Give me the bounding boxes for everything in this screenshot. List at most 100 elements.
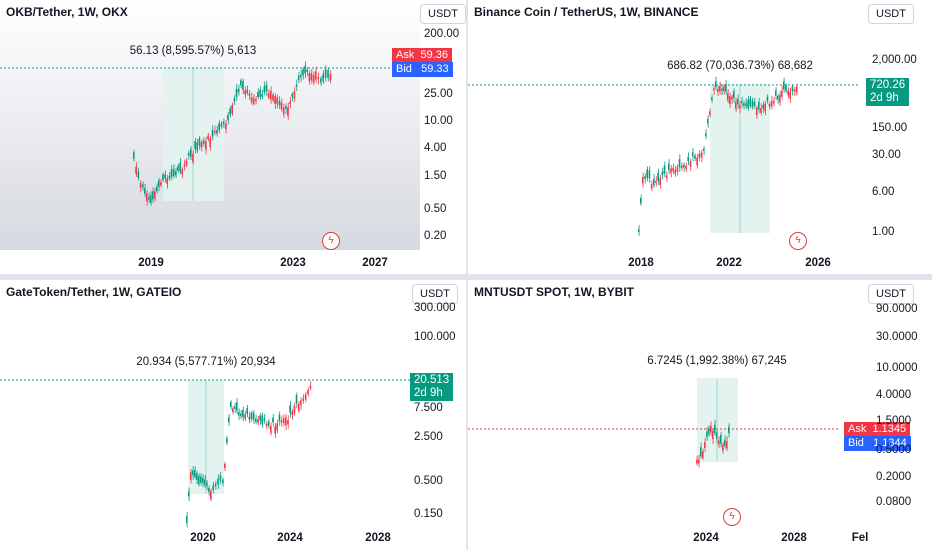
candle <box>781 90 783 97</box>
okb-x-label: 2019 <box>138 257 164 269</box>
okb-currency-button[interactable]: USDT <box>420 4 466 24</box>
candle <box>302 398 304 401</box>
candle <box>252 97 255 104</box>
candle <box>722 444 724 451</box>
mnt-chart-title: MNTUSDT SPOT, 1W, BYBIT <box>474 285 635 299</box>
candle <box>267 93 270 98</box>
gt-currency-button[interactable]: USDT <box>412 284 458 304</box>
lightning-icon[interactable]: ϟ <box>322 232 340 250</box>
candle <box>715 81 717 87</box>
candle <box>208 487 210 492</box>
candle <box>194 470 196 478</box>
candle <box>309 385 312 389</box>
candle <box>244 414 246 419</box>
candle <box>200 476 202 483</box>
candle <box>293 91 296 99</box>
candle <box>196 142 198 151</box>
candle <box>785 85 787 92</box>
mnt-chart-canvas[interactable] <box>468 280 932 550</box>
candle <box>282 418 285 423</box>
pane-divider-horizontal[interactable] <box>0 274 932 280</box>
candle <box>257 92 259 97</box>
candle <box>278 414 281 421</box>
candle <box>270 426 272 433</box>
candle <box>274 96 276 105</box>
bnb-x-label: 2026 <box>805 257 831 269</box>
candle <box>240 413 242 417</box>
candle <box>668 163 670 170</box>
candle <box>206 482 208 486</box>
lightning-icon[interactable]: ϟ <box>723 508 741 526</box>
candle <box>689 161 692 168</box>
candle <box>188 491 190 497</box>
candle <box>710 426 712 433</box>
bnb-x-label: 2018 <box>628 257 654 269</box>
chart-pane-okb[interactable]: OKB/Tether, 1W, OKX USDT 56.13 (8,595.57… <box>0 0 466 274</box>
candle <box>202 477 204 483</box>
candle <box>192 470 194 476</box>
candle <box>678 159 681 168</box>
candle <box>702 451 704 458</box>
candle <box>231 104 233 114</box>
candle <box>265 423 268 426</box>
gt-y-label: 100.000 <box>414 331 456 343</box>
candle <box>672 167 674 172</box>
candle <box>237 88 240 93</box>
candle <box>725 84 727 92</box>
lightning-icon[interactable]: ϟ <box>789 232 807 250</box>
candle <box>168 176 171 179</box>
mnt-y-label: 10.0000 <box>876 362 918 374</box>
candle <box>708 429 710 435</box>
gt-x-label: 2024 <box>277 532 303 544</box>
candle <box>209 138 211 147</box>
candle <box>749 98 751 106</box>
candle <box>308 73 311 82</box>
mnt-bid-tag: Bid 1.1344 <box>844 436 911 451</box>
candle <box>242 409 244 418</box>
candle <box>737 98 739 105</box>
candle <box>703 148 705 151</box>
candle <box>270 90 272 100</box>
candle <box>717 89 719 92</box>
candle <box>259 415 261 421</box>
candle <box>200 142 203 148</box>
mnt-x-label: 2024 <box>693 532 719 544</box>
candle <box>694 155 696 159</box>
gt-chart-canvas[interactable] <box>0 280 466 550</box>
candle <box>252 412 255 420</box>
candle <box>166 178 168 184</box>
candle <box>291 411 293 415</box>
candle <box>320 78 322 83</box>
candle <box>142 184 144 188</box>
candle <box>712 430 714 440</box>
candle <box>713 88 715 91</box>
chart-pane-gt[interactable]: GateToken/Tether, 1W, GATEIO USDT 20.934… <box>0 280 466 550</box>
candle <box>650 184 653 189</box>
bnb-currency-button[interactable]: USDT <box>868 4 914 24</box>
candle <box>302 69 304 76</box>
candle <box>276 97 278 104</box>
candle <box>137 171 140 178</box>
mnt-y-label: 90.0000 <box>876 303 918 315</box>
mnt-currency-button[interactable]: USDT <box>868 284 914 304</box>
gt-x-label: 2020 <box>190 532 216 544</box>
candle <box>216 130 218 134</box>
candle <box>289 405 291 413</box>
bnb-measure-label: 686.82 (70,036.73%) 68,682 <box>667 60 813 72</box>
candle <box>234 406 236 409</box>
chart-pane-bnb[interactable]: Binance Coin / TetherUS, 1W, BINANCE USD… <box>468 0 932 274</box>
candle <box>248 416 251 420</box>
candle <box>133 152 135 159</box>
candle <box>300 74 302 78</box>
candle <box>751 100 754 108</box>
candle <box>289 101 291 104</box>
mnt-measure-label: 6.7245 (1,992.38%) 67,245 <box>647 355 787 367</box>
okb-chart-canvas[interactable] <box>0 0 466 274</box>
candle <box>691 152 694 157</box>
candle <box>329 74 332 81</box>
chart-pane-mnt[interactable]: MNTUSDT SPOT, 1W, BYBIT USDT 6.7245 (1,9… <box>468 280 932 550</box>
candle <box>661 171 664 176</box>
bnb-chart-canvas[interactable] <box>468 0 932 274</box>
candle <box>657 172 659 181</box>
candle <box>255 418 257 422</box>
